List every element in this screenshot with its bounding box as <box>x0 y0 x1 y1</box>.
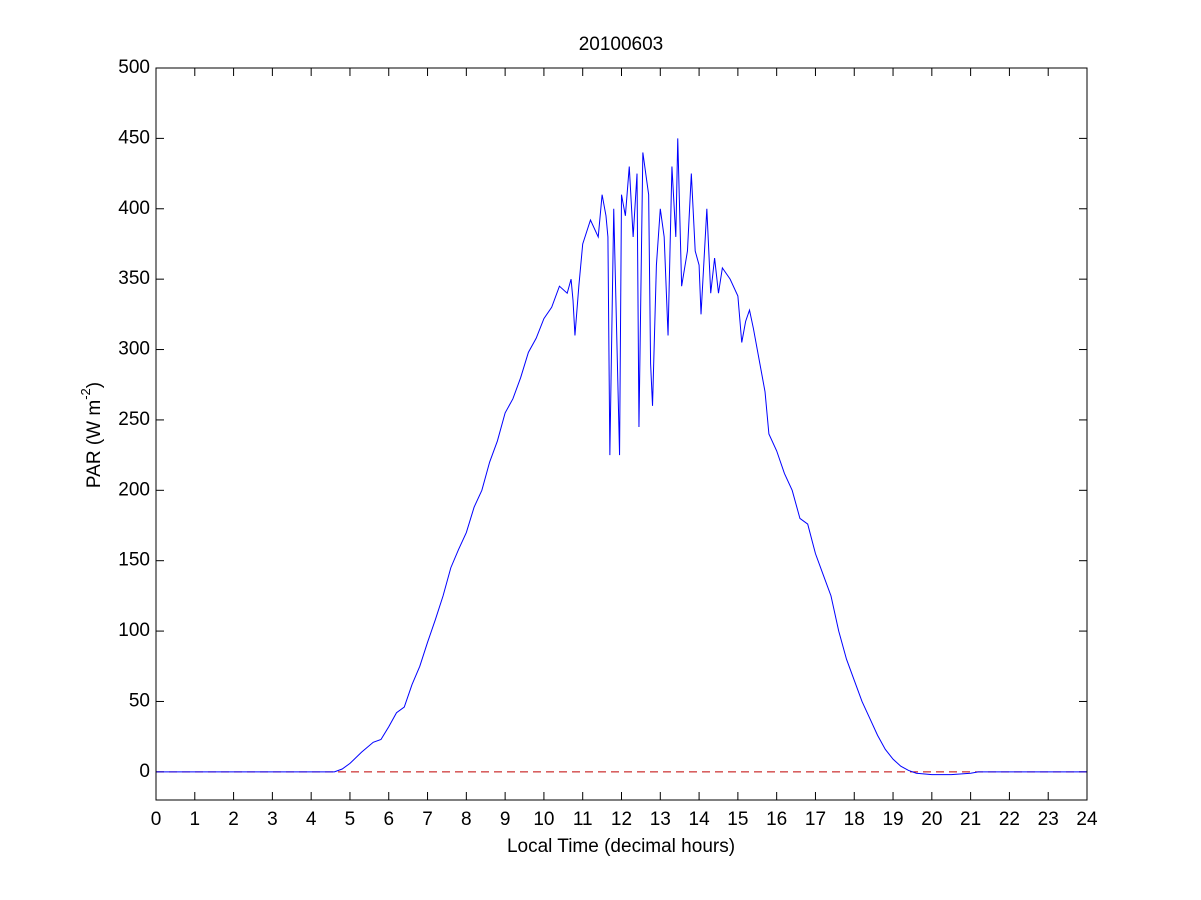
x-tick-label: 23 <box>1038 809 1059 830</box>
chart-title: 20100603 <box>579 34 664 55</box>
y-tick-label: 300 <box>118 339 150 360</box>
y-tick-label: 100 <box>118 620 150 641</box>
x-axis-label: Local Time (decimal hours) <box>507 836 735 857</box>
x-tick-label: 15 <box>727 809 748 830</box>
x-tick-label: 1 <box>190 809 201 830</box>
x-tick-label: 14 <box>689 809 711 830</box>
x-tick-label: 17 <box>805 809 826 830</box>
x-tick-label: 22 <box>999 809 1020 830</box>
y-tick-label: 350 <box>118 268 150 289</box>
x-tick-label: 18 <box>844 809 865 830</box>
x-tick-label: 16 <box>766 809 787 830</box>
x-tick-label: 7 <box>422 809 433 830</box>
x-tick-label: 11 <box>573 809 593 830</box>
y-axis-label-sup: -2 <box>78 388 93 400</box>
y-axis-label: PAR (W m-2) <box>78 382 105 488</box>
y-tick-label: 0 <box>139 761 150 782</box>
x-tick-label: 9 <box>500 809 511 830</box>
x-tick-label: 12 <box>611 809 632 830</box>
plot-frame <box>155 67 1088 801</box>
y-tick-label: 500 <box>118 57 150 78</box>
x-tick-label: 8 <box>461 809 472 830</box>
x-tick-label: 24 <box>1076 809 1098 830</box>
x-tick-label: 13 <box>650 809 671 830</box>
x-tick-label: 19 <box>882 809 903 830</box>
x-tick-label: 21 <box>960 809 981 830</box>
x-tick-label: 10 <box>533 809 554 830</box>
x-tick-label: 2 <box>228 809 239 830</box>
x-tick-label: 6 <box>383 809 394 830</box>
y-tick-label: 400 <box>118 198 150 219</box>
y-tick-label: 200 <box>118 479 150 500</box>
x-tick-label: 3 <box>267 809 278 830</box>
data-line <box>156 138 1087 776</box>
y-axis-label-text: PAR (W m <box>84 400 105 488</box>
x-tick-label: 4 <box>306 809 317 830</box>
y-axis-label-end: ) <box>84 382 105 388</box>
y-tick-label: 50 <box>129 690 150 711</box>
x-tick-label: 5 <box>345 809 356 830</box>
y-tick-label: 150 <box>118 550 150 571</box>
x-tick-label: 0 <box>151 809 162 830</box>
y-tick-label: 450 <box>118 127 150 148</box>
y-tick-label: 250 <box>118 409 150 430</box>
x-tick-label: 20 <box>921 809 942 830</box>
